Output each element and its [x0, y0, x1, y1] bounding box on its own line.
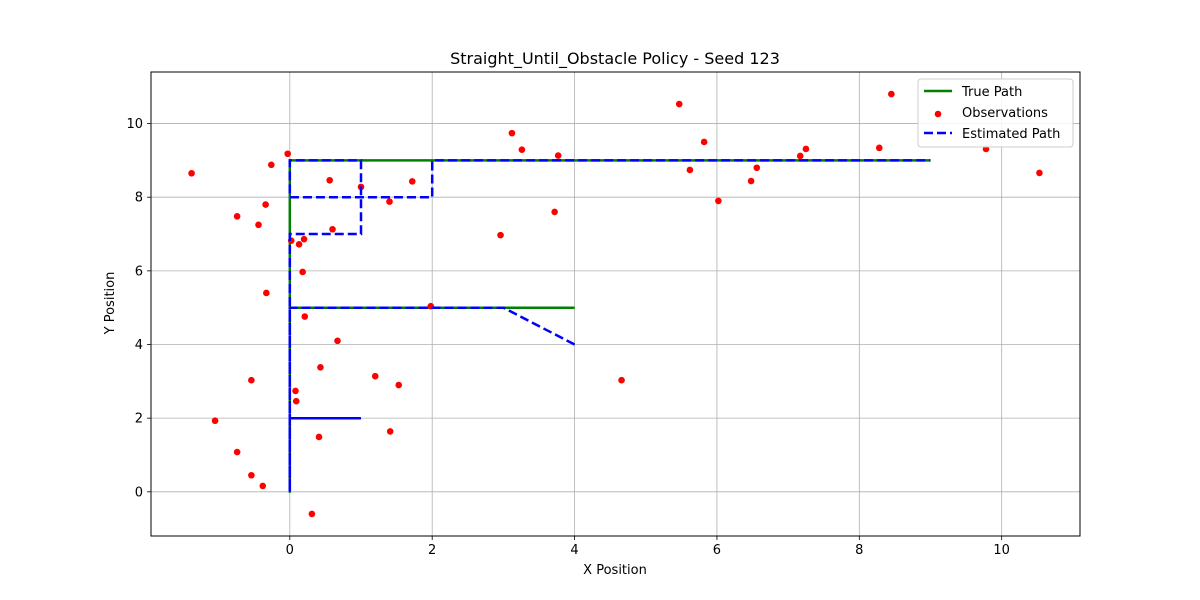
observation-point: [233, 448, 241, 456]
legend-box: [917, 78, 1074, 148]
observation-point: [262, 201, 269, 208]
observation-point: [188, 169, 195, 177]
observation-point: [554, 152, 562, 159]
x-tick-label: 6: [713, 543, 721, 558]
observation-point: [255, 221, 262, 229]
observation-point: [802, 145, 810, 153]
observation-point: [518, 146, 526, 154]
observation-point: [686, 166, 694, 174]
y-tick-label: 6: [135, 264, 143, 279]
legend-item-true-path: True Path: [924, 85, 1022, 100]
x-tick-label: 10: [993, 543, 1010, 558]
x-tick-label: 2: [428, 543, 436, 558]
estimated-path-line: [288, 159, 931, 492]
legend-label: Observations: [962, 106, 1048, 121]
y-tick-label: 4: [135, 338, 143, 353]
observation-point: [292, 387, 299, 395]
observation-point: [284, 150, 291, 158]
observation-point: [371, 372, 379, 380]
observation-point: [700, 138, 708, 146]
observation-point: [675, 100, 683, 108]
observation-point: [408, 178, 416, 185]
x-tick-label: 8: [855, 543, 863, 558]
observation-point: [299, 268, 306, 276]
observation-point: [753, 164, 761, 172]
observation-point: [301, 313, 309, 320]
observation-point: [715, 197, 722, 205]
y-tick-label: 2: [135, 412, 143, 427]
observation-point: [386, 198, 393, 205]
observation-point: [268, 161, 275, 169]
legend: True Path Observations Estimated Path: [917, 78, 1074, 148]
observation-point: [326, 176, 333, 184]
x-tick-label: 4: [570, 543, 578, 558]
legend-label: Estimated Path: [962, 127, 1060, 142]
x-tick-label: 0: [286, 543, 294, 558]
chart-title: Straight_Until_Obstacle Policy - Seed 12…: [450, 49, 780, 69]
observation-point: [300, 235, 308, 243]
observation-point: [248, 471, 255, 479]
observation-point: [1036, 169, 1043, 177]
observation-point: [317, 364, 324, 371]
observation-point: [888, 90, 895, 98]
observation-point: [551, 208, 558, 216]
observation-point: [211, 417, 219, 425]
observation-point: [295, 241, 303, 248]
legend-item-observations: Observations: [934, 106, 1048, 121]
series-layer: [188, 90, 1043, 518]
observation-point: [263, 289, 270, 297]
axis-ticks: 0 2 4 6 8 10 0 2 4 6 8 10: [126, 117, 1010, 558]
y-tick-label: 0: [135, 485, 143, 500]
observation-point: [508, 129, 516, 137]
observation-point: [386, 428, 394, 435]
observation-point: [875, 144, 883, 152]
observation-point: [292, 397, 300, 405]
observation-point: [618, 376, 625, 384]
plot-frame: [150, 71, 1081, 537]
y-axis-label: Y Position: [103, 272, 118, 336]
observation-point: [497, 231, 504, 239]
observation-point: [248, 376, 255, 384]
legend-item-estimated-path: Estimated Path: [924, 127, 1060, 142]
observation-point: [329, 225, 336, 233]
observation-point: [233, 213, 241, 220]
observation-point: [259, 482, 267, 490]
x-axis-label: X Position: [583, 563, 647, 578]
legend-label: True Path: [961, 85, 1022, 100]
observation-point: [308, 510, 316, 518]
y-tick-label: 8: [135, 191, 143, 206]
observation-point: [395, 381, 403, 389]
observations-points: [188, 90, 1043, 518]
observation-point: [315, 433, 323, 441]
observation-point: [796, 152, 804, 160]
observation-point: [334, 337, 341, 345]
legend-swatch: [934, 110, 942, 118]
y-tick-label: 10: [126, 117, 143, 132]
observation-point: [747, 177, 755, 185]
